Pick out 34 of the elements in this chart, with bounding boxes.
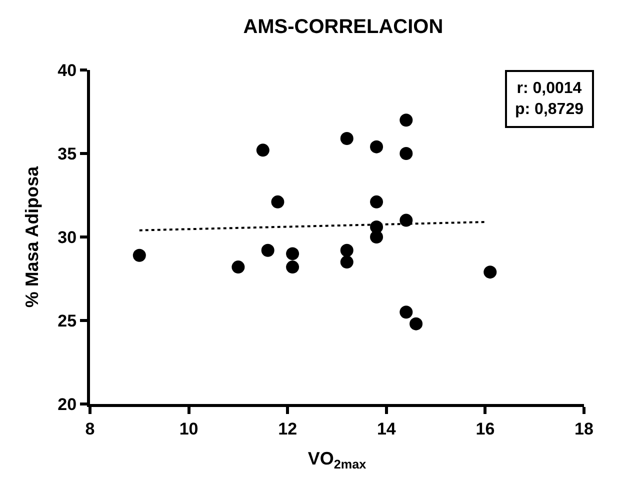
- point: [340, 132, 354, 145]
- y-tick-label: 25: [58, 311, 77, 330]
- x-tick-label: 14: [376, 419, 396, 438]
- x-tick-label: 18: [574, 419, 594, 438]
- point: [286, 260, 300, 274]
- point: [286, 247, 300, 260]
- point: [271, 195, 284, 208]
- point: [370, 140, 384, 154]
- x-tick-label: 16: [476, 419, 495, 438]
- x-tick-label: 8: [85, 419, 95, 438]
- point: [370, 195, 384, 208]
- x-axis-title: VO$_{2max}$: [308, 448, 366, 472]
- y-tick-label: 20: [58, 394, 77, 414]
- y-tick-label: 30: [58, 228, 77, 247]
- x-tick-label: 12: [278, 419, 298, 438]
- annotation: r: 0,0014 p: 0,8729: [515, 80, 584, 118]
- point: [256, 144, 270, 157]
- y-axis-title: % Masa Adiposa: [22, 165, 42, 308]
- point: [232, 260, 245, 274]
- point: [340, 244, 354, 257]
- point: [132, 248, 146, 262]
- point: [400, 147, 413, 160]
- y-tick-label: 40: [58, 60, 77, 80]
- y-tick-label: 35: [58, 144, 77, 164]
- point: [400, 114, 413, 127]
- point: [261, 244, 274, 257]
- point: [400, 214, 413, 227]
- x-tick-label: 10: [179, 419, 198, 438]
- point: [370, 230, 384, 244]
- point: [340, 256, 354, 269]
- chart-title: AMS-CORRELACION: [243, 16, 444, 38]
- point: [410, 317, 423, 330]
- point: [484, 266, 497, 279]
- point: [400, 306, 413, 319]
